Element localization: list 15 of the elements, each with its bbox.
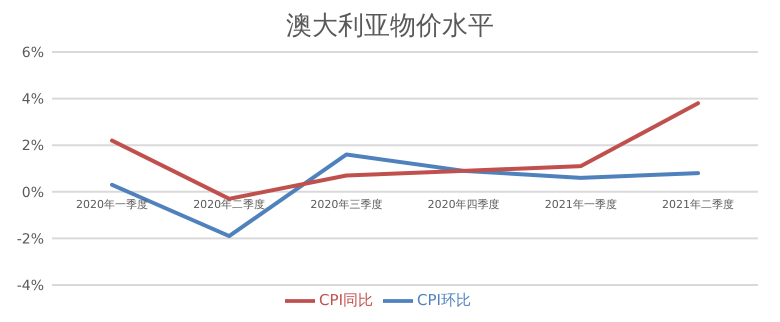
y-tick-label: 2%	[22, 138, 44, 154]
x-tick-label: 2021年一季度	[544, 198, 617, 211]
x-tick-label: 2020年一季度	[76, 198, 148, 211]
y-tick-label: 4%	[22, 92, 44, 108]
y-tick-label: -4%	[16, 278, 44, 294]
y-tick-label: 6%	[22, 44, 44, 61]
x-tick-label: 2021年二季度	[662, 198, 734, 211]
legend-label: CPI环比	[417, 291, 471, 310]
y-tick-label: 0%	[22, 184, 44, 201]
x-tick-label: 2020年四季度	[428, 198, 500, 211]
y-tick-label: -2%	[16, 231, 44, 248]
x-tick-label: 2020年二季度	[193, 198, 266, 211]
chart-title: 澳大利亚物价水平	[285, 10, 495, 43]
legend-label: CPI同比	[319, 291, 373, 310]
x-tick-label: 2020年三季度	[310, 198, 382, 211]
